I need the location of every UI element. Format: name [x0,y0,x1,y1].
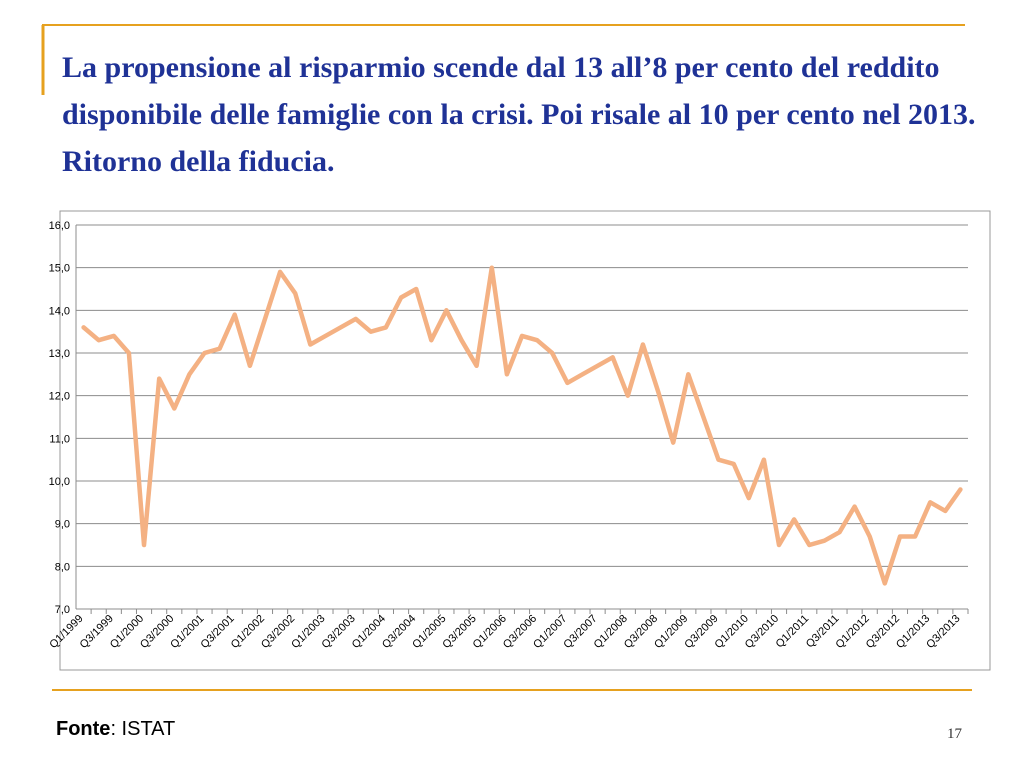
y-tick-label: 12,0 [49,391,70,403]
y-tick-label: 16,0 [49,220,70,232]
y-tick-label: 13,0 [49,348,70,360]
y-tick-label: 8,0 [55,561,70,573]
slide-title: La propensione al risparmio scende dal 1… [62,51,976,178]
y-tick-label: 9,0 [55,519,70,531]
y-tick-label: 15,0 [49,263,70,275]
source: Fonte: ISTAT [56,718,175,741]
chart-frame [59,210,991,671]
y-tick-label: 7,0 [55,604,70,616]
y-tick-label: 10,0 [49,476,70,488]
y-tick-label: 11,0 [49,433,70,445]
data-line [81,265,963,586]
y-tick-label: 14,0 [49,305,70,317]
source-text: : ISTAT [110,718,176,740]
source-label: Fonte [56,718,111,740]
page-number: 17 [947,726,962,742]
